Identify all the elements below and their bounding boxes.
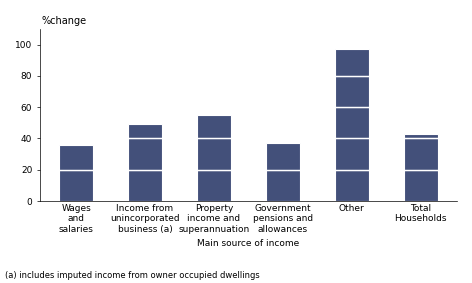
Bar <box>335 170 369 201</box>
Bar <box>197 138 231 170</box>
Bar <box>59 145 93 170</box>
Bar <box>335 107 369 138</box>
Text: (a) includes imputed income from owner occupied dwellings: (a) includes imputed income from owner o… <box>5 271 260 280</box>
Bar <box>266 170 300 201</box>
Bar <box>404 170 438 201</box>
Bar <box>404 134 438 138</box>
X-axis label: Main source of income: Main source of income <box>197 239 300 248</box>
Bar <box>335 76 369 107</box>
Bar <box>128 170 162 201</box>
Bar <box>197 170 231 201</box>
Bar <box>335 138 369 170</box>
Bar <box>404 138 438 170</box>
Bar <box>128 125 162 138</box>
Bar <box>197 115 231 138</box>
Bar <box>59 170 93 201</box>
Bar <box>128 138 162 170</box>
Text: %change: %change <box>42 16 87 26</box>
Bar <box>335 49 369 76</box>
Bar <box>266 143 300 170</box>
